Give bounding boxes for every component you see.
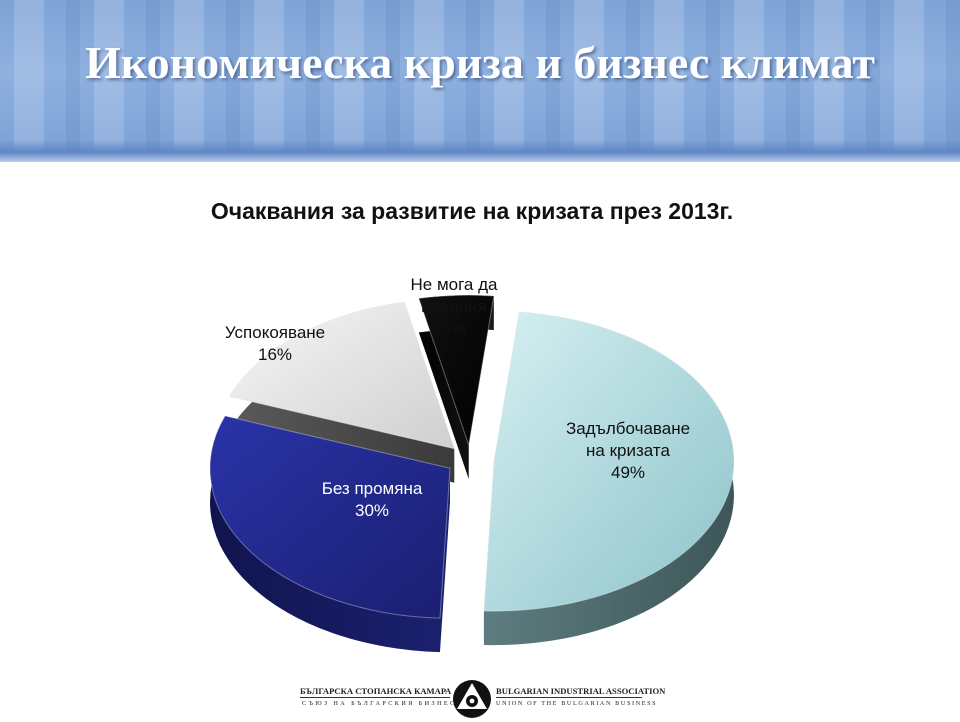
slice-label: Задълбочаване на кризата 49% [566, 419, 690, 482]
org-subtitle-en: UNION OF THE BULGARIAN BUSINESS [496, 700, 658, 707]
pie-slice [483, 311, 735, 612]
logo-rule [496, 697, 642, 698]
org-name-bg: БЪЛГАРСКА СТОПАНСКА КАМАРА [300, 686, 452, 696]
slice-label: Не мога да преценя 5% [411, 275, 499, 338]
org-subtitle-bg: СЪЮЗ НА БЪЛГАРСКИЯ БИЗНЕС [302, 700, 457, 707]
slice-label: Успокояване 16% [225, 323, 325, 364]
chart-title: Очаквания за развитие на кризата през 20… [210, 198, 734, 224]
slice-label: Без промяна 30% [322, 479, 423, 520]
org-name-en: BULGARIAN INDUSTRIAL ASSOCIATION [496, 686, 666, 696]
logo-rule [300, 697, 450, 698]
title-banner [0, 0, 960, 162]
pie-slice [228, 301, 456, 450]
pie-slice [418, 294, 495, 446]
footer-logo: БЪЛГАРСКА СТОПАНСКА КАМАРА СЪЮЗ НА БЪЛГА… [300, 678, 665, 722]
banner-edge [0, 140, 960, 162]
bia-emblem-icon [453, 680, 491, 718]
slide-title: Икономическа криза и бизнес климат [85, 37, 875, 88]
pie-slice [209, 415, 451, 619]
